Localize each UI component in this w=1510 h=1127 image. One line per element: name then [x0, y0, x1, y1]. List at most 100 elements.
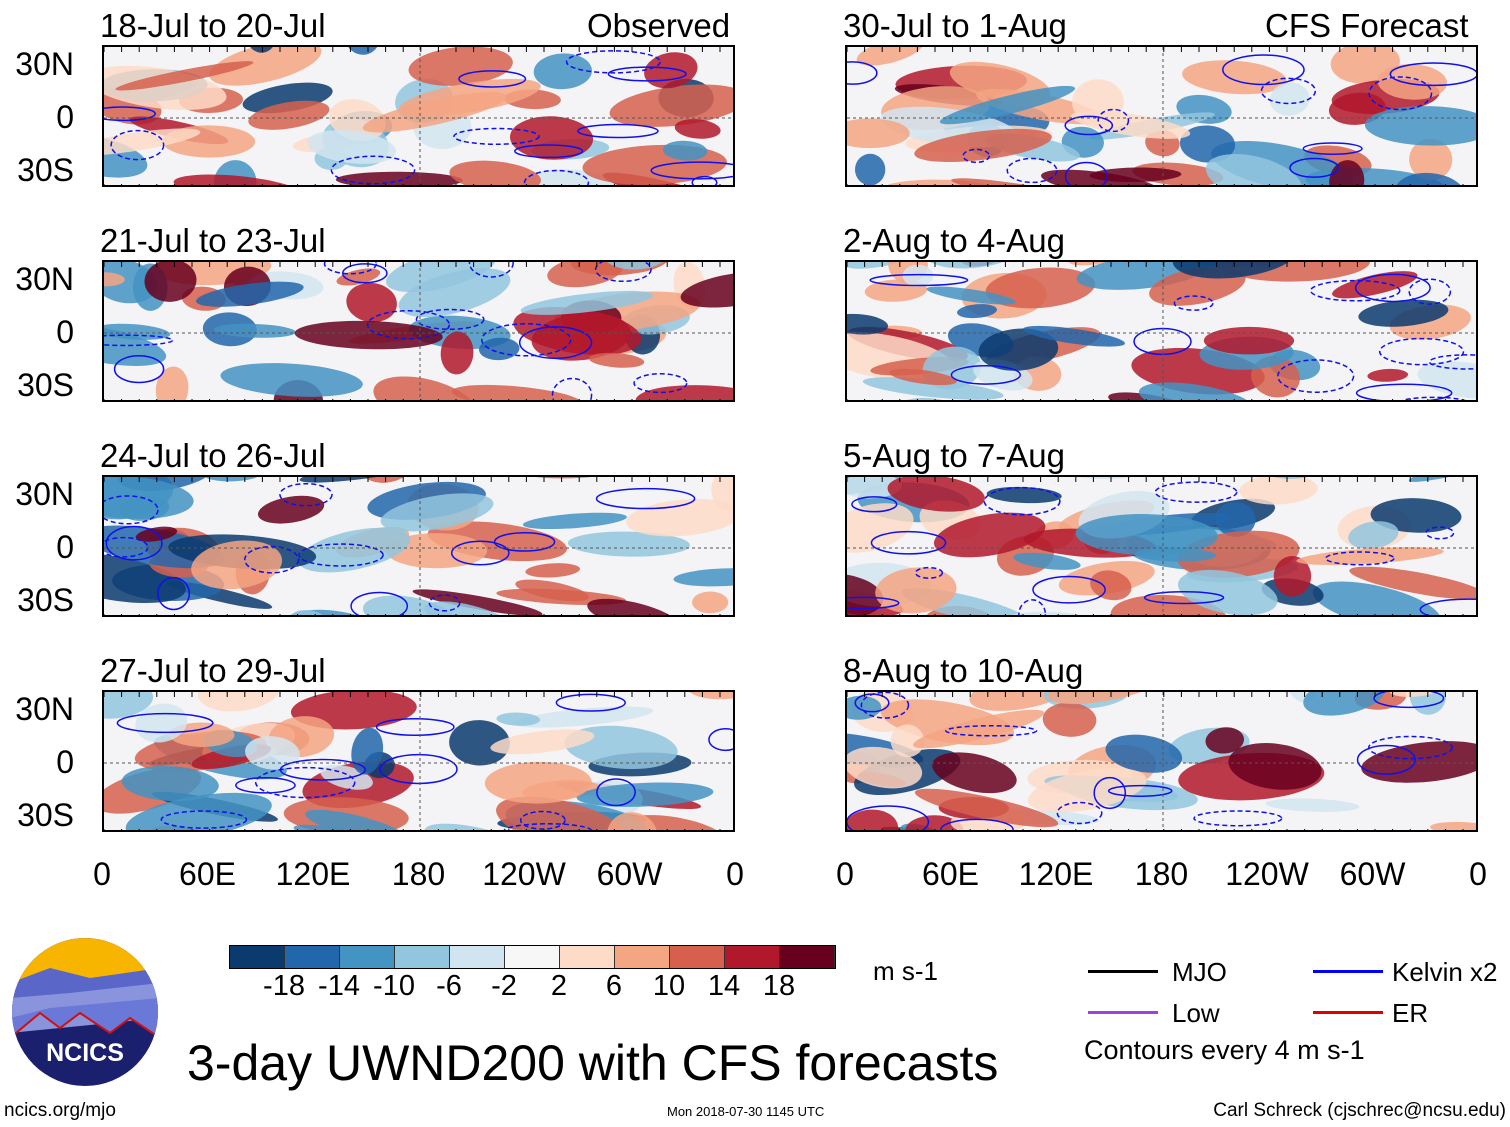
map-panel-observed-3 — [102, 690, 735, 832]
colorbar-swatch — [230, 946, 285, 968]
kelvin-contour — [458, 70, 527, 88]
lat-label: 30S — [17, 152, 74, 188]
anomaly-shading — [587, 598, 680, 615]
anomaly-shading — [307, 130, 397, 164]
anomaly-shading — [1072, 79, 1124, 125]
anomaly-shading — [856, 47, 924, 66]
anomaly-shading — [887, 477, 985, 512]
kelvin-contour — [650, 161, 733, 180]
anomaly-shading — [1332, 271, 1418, 299]
anomaly-shading — [1394, 172, 1466, 185]
anomaly-shading — [386, 262, 497, 293]
anomaly-shading — [1048, 692, 1164, 705]
kelvin-contour — [1309, 279, 1401, 302]
anomaly-shading — [1287, 825, 1417, 832]
map-panel-forecast-1 — [845, 260, 1478, 402]
anomaly-shading — [115, 61, 254, 91]
anomaly-shading — [854, 153, 886, 185]
anomaly-shading — [1370, 498, 1462, 533]
lon-label: 120E — [1018, 856, 1094, 892]
lon-label: 60W — [596, 856, 663, 892]
anomaly-shading — [523, 169, 619, 185]
lat-label: 0 — [56, 99, 74, 135]
kelvin-contour — [105, 525, 163, 561]
kelvin-contour — [983, 486, 1061, 516]
colorbar-label: 2 — [550, 970, 568, 1002]
anomaly-shading — [1090, 570, 1132, 601]
kelvin-contour — [1354, 273, 1431, 303]
anomaly-shading — [104, 477, 194, 519]
anomaly-shading — [245, 736, 300, 770]
anomaly-shading — [121, 765, 219, 802]
kelvin-contour — [1277, 359, 1355, 393]
kelvin-contour — [104, 334, 174, 347]
kelvin-contour — [1064, 161, 1109, 185]
kelvin-contour — [450, 540, 510, 566]
anomaly-shading — [957, 304, 998, 319]
anomaly-shading — [847, 477, 902, 499]
anomaly-shading — [1269, 82, 1310, 116]
anomaly-shading — [144, 262, 197, 302]
kelvin-contour — [847, 805, 930, 830]
anomaly-shading — [155, 366, 189, 400]
kelvin-contour — [428, 594, 461, 612]
anomaly-shading — [985, 267, 1096, 309]
lat-label: 0 — [56, 314, 74, 350]
kelvin-contour — [1222, 54, 1305, 86]
kelvin-contour — [1302, 142, 1363, 155]
kelvin-contour — [860, 692, 910, 719]
anomaly-shading — [210, 186, 313, 187]
kelvin-contour — [1373, 692, 1445, 709]
map-field — [104, 47, 733, 187]
svg-text:NCICS: NCICS — [46, 1039, 124, 1067]
map-field — [104, 262, 733, 400]
kelvin-contour — [160, 810, 248, 829]
forecast-label: CFS Forecast — [1265, 7, 1469, 44]
colorbar-units: m s-1 — [873, 956, 938, 986]
colorbar-swatch — [670, 946, 725, 968]
anomaly-shading — [335, 171, 463, 185]
footer-author: Carl Schreck (cjschrec@ncsu.edu) — [1213, 1100, 1506, 1121]
footer-url[interactable]: ncics.org/mjo — [4, 1100, 116, 1121]
lat-label: 30S — [17, 582, 74, 618]
kelvin-contour — [379, 753, 458, 785]
anomaly-shading — [1364, 106, 1476, 146]
observed-label: Observed — [587, 7, 731, 44]
anomaly-shading — [847, 746, 923, 789]
kelvin-contour — [375, 717, 455, 737]
anomaly-shading — [533, 53, 592, 90]
anomaly-shading — [1408, 477, 1476, 482]
colorbar-swatch — [505, 946, 560, 968]
anomaly-shading — [484, 761, 592, 804]
legend-kelvin: Kelvin x2 — [1392, 957, 1498, 987]
kelvin-contour — [596, 778, 636, 807]
anomaly-shading — [440, 331, 474, 375]
map-field — [847, 47, 1476, 185]
anomaly-shading — [875, 567, 957, 614]
anomaly-shading — [525, 563, 580, 578]
anomaly-shading — [220, 363, 363, 397]
anomaly-shading — [644, 52, 698, 89]
anomaly-shading — [1075, 514, 1218, 556]
anomaly-shading — [1361, 741, 1476, 783]
kelvin-contour — [1154, 481, 1238, 503]
kelvin-contour — [493, 531, 556, 552]
kelvin-contour — [940, 818, 1014, 830]
anomaly-shading — [294, 320, 443, 350]
kelvin-contour — [577, 123, 659, 139]
legend-er: ER — [1392, 998, 1429, 1028]
anomaly-shading — [685, 692, 733, 700]
anomaly-shading — [1409, 138, 1453, 181]
anomaly-shading — [1022, 325, 1125, 347]
colorbar-label: 18 — [762, 970, 796, 1002]
colorbar — [229, 945, 836, 969]
anomaly-shading — [1215, 501, 1256, 537]
lon-label: 120E — [275, 856, 351, 892]
kelvin-contour — [1006, 157, 1058, 184]
map-field — [104, 692, 733, 830]
anomaly-shading — [520, 290, 654, 315]
legend-line-er — [1313, 1011, 1383, 1014]
anomaly-shading — [412, 589, 543, 615]
kelvin-contour — [1419, 598, 1476, 615]
kelvin-contour — [518, 326, 593, 360]
